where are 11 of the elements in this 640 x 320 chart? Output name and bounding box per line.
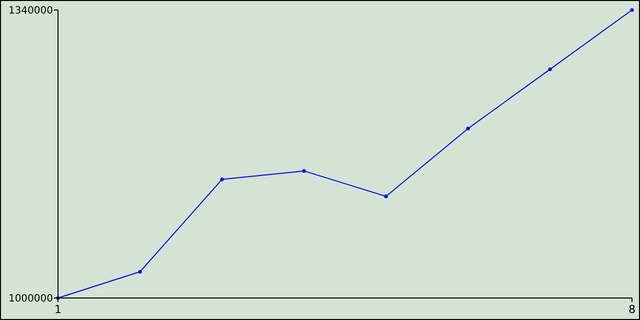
point [138, 270, 142, 274]
y-tick-label: 1000000 [8, 294, 53, 304]
point [466, 126, 470, 130]
point [384, 194, 388, 198]
point [548, 67, 552, 72]
point [630, 8, 634, 12]
x-tick-label: 1 [54, 303, 62, 316]
y-tick-label: 1340000 [8, 6, 53, 16]
point [302, 169, 306, 173]
x-tick-label: 8 [628, 303, 636, 316]
point [220, 178, 224, 182]
